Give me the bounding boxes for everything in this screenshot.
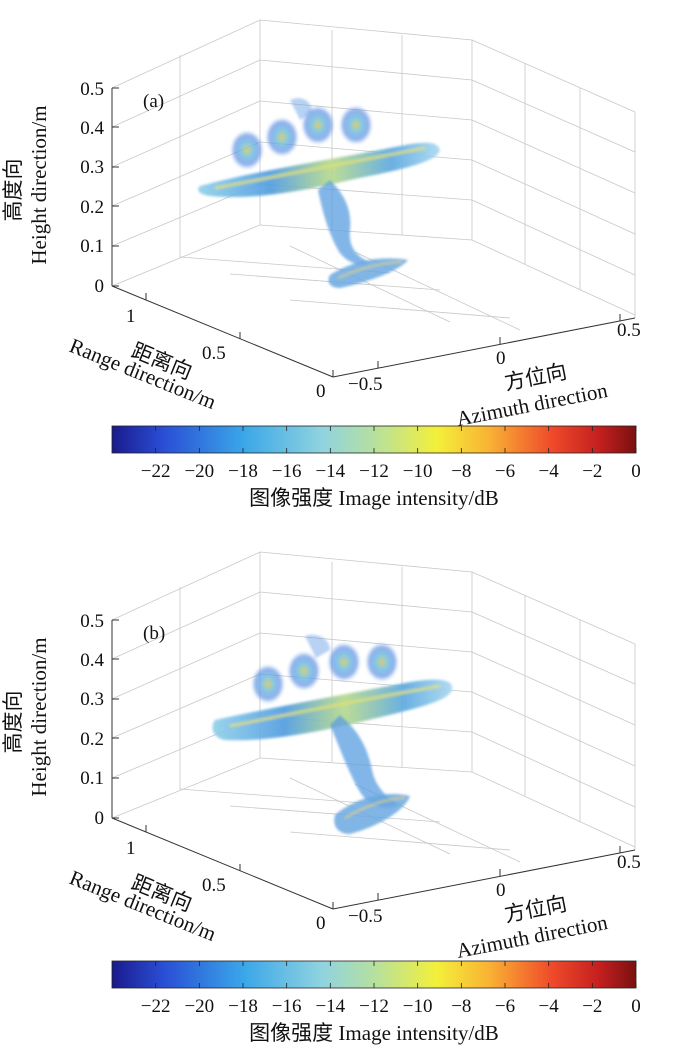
colorbar-b-tick-label: −18 [228,996,258,1017]
panel-a-range-tick: 1 [126,306,136,327]
panel-b-azimuth-tick: −0.5 [348,906,382,927]
panel-b-fuselage [330,715,398,808]
colorbar-a-tick-label: −20 [184,461,214,482]
panel-b-azimuth-axis [332,849,636,910]
colorbar-a-tick-label: −16 [272,461,302,482]
colorbar-b-tick-label: −16 [272,996,302,1017]
colorbar-a-tick-label: −12 [359,461,389,482]
panel-b-engine [251,664,285,704]
colorbar-a-tick-label: −14 [315,461,345,482]
panel-a-zlabel-cn: 高度向 [1,159,25,222]
panel-a-z-tick: 0 [95,276,105,297]
panel-b-azimuth-tick: 0.5 [617,852,641,873]
colorbar-b-tick-label: −22 [141,996,171,1017]
panel-a-azimuth-axis [332,317,636,378]
panel-a-range-tick: 0 [316,381,326,402]
panel-a-wing-highlight [214,146,426,190]
colorbar-b-tick-label: −20 [184,996,214,1017]
panel-b-engine [365,642,399,682]
colorbar-b-tick-label: −10 [403,996,433,1017]
colorbar-a: −22 −20 −18 −16 −14 −12 −10 −8 −6 −4 −2 0 图像强度 Imag… [111,425,641,510]
panel-b-wing-highlight [229,684,441,728]
panel-b-tail-highlight [344,797,406,819]
panel-b-tail [334,794,410,834]
panel-b-z-tick: 0.4 [80,650,104,671]
panel-a-zlabel: Height direction/m [27,105,51,264]
panel-b-pointcloud [212,634,453,834]
colorbar-a-tick-label: 0 [631,461,641,482]
panel-b-label: (b) [143,623,165,644]
colorbar-a-tick-label: −18 [228,461,258,482]
panel-b-zlabel-cn: 高度向 [1,691,25,754]
colorbar-a-label: 图像强度 Image intensity/dB [249,486,499,510]
panel-b-zlabel: Height direction/m [27,637,51,796]
panel-a-z-tick: 0.1 [80,236,104,257]
panel-a-range-axis [111,285,334,378]
colorbar-b-tick-label: −6 [495,996,515,1017]
panel-a-z-tick: 0.4 [80,118,104,139]
panel-b-azimuth-tick: 0 [496,880,506,901]
panel-b: 0.5 0.4 0.3 0.2 0.1 0 1 0.5 0 −0.5 0 0.5… [1,551,641,963]
colorbar-b-tick-label: −14 [315,996,345,1017]
panel-b-z-tick: 0.1 [80,768,104,789]
panel-a-tail [328,258,408,288]
colorbar-a-tick-label: −8 [451,461,471,482]
colorbar-b-tick-label: −12 [359,996,389,1017]
panel-b-range-tick: 1 [126,838,136,859]
colorbar-a-tick-label: −6 [495,461,515,482]
panel-a-engine [301,105,335,145]
colorbar-b-tick-label: 0 [631,996,641,1017]
panel-b-engine [287,651,321,691]
colorbar-a-tick-label: −4 [539,461,560,482]
colorbar-a-tick-label: −2 [582,461,602,482]
colorbar-b-label: 图像强度 Image intensity/dB [249,1021,499,1045]
colorbar-a-tick-label: −22 [141,461,171,482]
panel-a-range-tick: 0.5 [202,343,226,364]
panel-b-z-tick: 0.2 [80,729,104,750]
colorbar-b: −22 −20 −18 −16 −14 −12 −10 −8 −6 −4 −2 0 图像强度 Imag… [111,960,641,1045]
panel-b-z-tick: 0 [95,808,105,829]
panel-b-z-tick: 0.3 [80,689,104,710]
panel-a-z-tick: 0.2 [80,197,104,218]
panel-a-label: (a) [143,91,164,112]
panel-b-canopy [305,634,330,658]
panel-a-z-tick: 0.3 [80,157,104,178]
panel-b-range-tick: 0 [316,913,326,934]
panel-b-engine [327,642,361,682]
colorbar-b-tick-label: −8 [451,996,471,1017]
colorbar-b-tick-label: −4 [539,996,560,1017]
panel-a-engine [230,130,264,170]
panel-a-engine [265,117,299,157]
panel-a-engine [339,105,373,145]
panel-a-azimuth-tick: 0.5 [617,320,641,341]
panel-a-fuselage [318,180,370,265]
panel-b-range-tick: 0.5 [202,875,226,896]
panel-a-tail-highlight [337,261,403,279]
panel-a-azimuth-tick: −0.5 [348,374,382,395]
panel-a-z-tick: 0.5 [80,79,104,100]
panel-b-z-tick: 0.5 [80,611,104,632]
colorbar-b-tick-label: −2 [582,996,602,1017]
colorbar-a-tick-label: −10 [403,461,433,482]
panel-a: 0.5 0.4 0.3 0.2 0.1 0 1 0.5 0 −0.5 0 0.5… [1,19,641,431]
panel-b-range-axis [111,817,334,910]
panel-a-pointcloud [198,98,440,288]
panel-a-azimuth-tick: 0 [496,348,506,369]
panel-a-canopy [290,98,312,120]
